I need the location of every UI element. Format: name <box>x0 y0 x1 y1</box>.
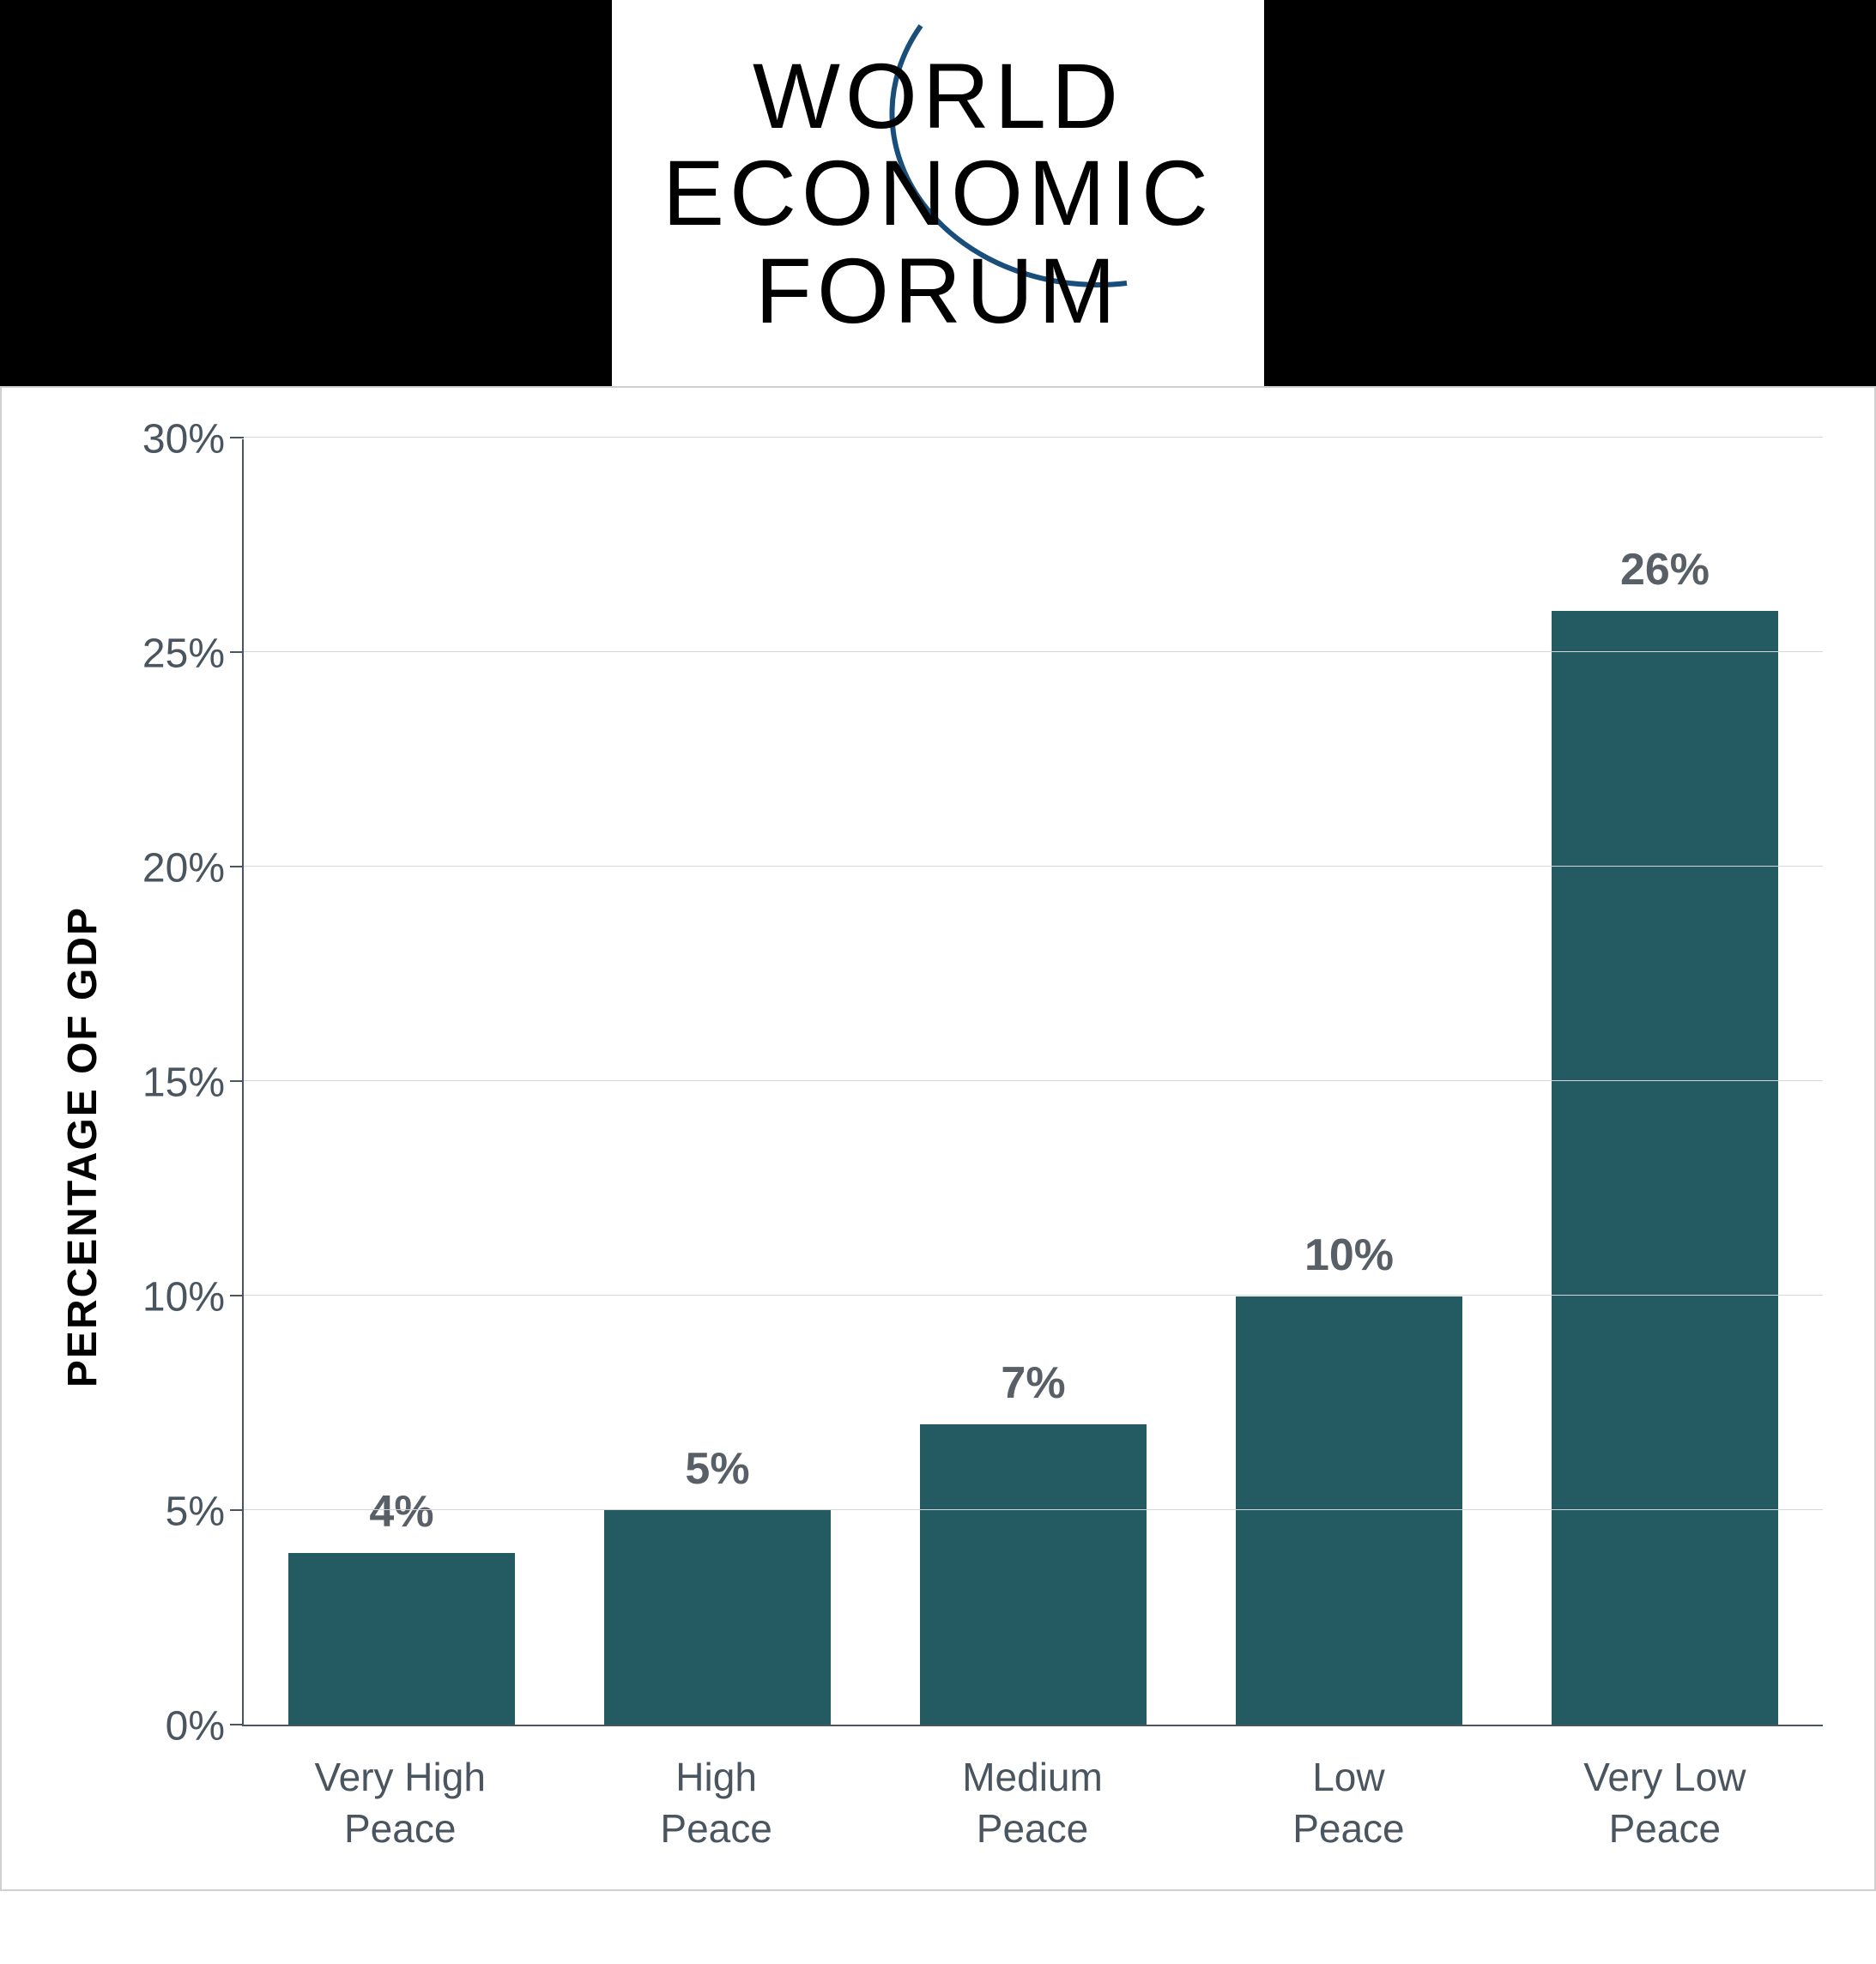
x-tick-label: LowPeace <box>1190 1752 1506 1855</box>
y-axis-label-column: PERCENTAGE OF GDP <box>53 439 113 1855</box>
y-tick-label: 10% <box>142 1274 225 1321</box>
x-tick-label: HighPeace <box>558 1752 874 1855</box>
y-axis-label: PERCENTAGE OF GDP <box>60 906 107 1387</box>
y-tick-label: 30% <box>142 416 225 463</box>
y-tick-label: 20% <box>142 845 225 892</box>
wef-logo: WORLD ECONOMIC FORUM <box>612 0 1264 386</box>
bar-slot: 26% <box>1507 439 1823 1725</box>
y-tick-label: 0% <box>166 1703 225 1750</box>
y-tick-mark <box>230 1724 244 1725</box>
plot-row: 0%5%10%15%20%25%30% 4%5%7%10%26% <box>113 439 1823 1726</box>
logo-line-1: WORLD <box>753 44 1123 148</box>
gridline <box>244 1295 1823 1296</box>
gridline <box>244 437 1823 438</box>
bar-slot: 4% <box>244 439 560 1725</box>
bar: 26% <box>1552 611 1779 1725</box>
header-banner: WORLD ECONOMIC FORUM <box>0 0 1876 386</box>
bar-slot: 10% <box>1191 439 1507 1725</box>
y-tick-mark <box>230 1509 244 1511</box>
logo-line-2: ECONOMIC <box>663 141 1213 245</box>
plot-area: 4% 5% 7% 10% 26% <box>242 439 1823 1726</box>
gridline <box>244 1080 1823 1081</box>
gridline <box>244 866 1823 867</box>
gridline <box>244 651 1823 652</box>
x-axis-row: Very HighPeaceHighPeaceMediumPeaceLowPea… <box>113 1726 1823 1855</box>
bar-slot: 7% <box>875 439 1191 1725</box>
y-tick-mark <box>230 651 244 653</box>
bars-container: 4% 5% 7% 10% 26% <box>244 439 1823 1725</box>
bar-value-label: 4% <box>369 1486 433 1538</box>
y-tick-mark <box>230 866 244 867</box>
x-tick-label: MediumPeace <box>874 1752 1190 1855</box>
y-axis-ticks: 0%5%10%15%20%25%30% <box>113 439 242 1726</box>
y-tick-mark <box>230 1295 244 1296</box>
bar-value-label: 26% <box>1620 544 1710 595</box>
chart-container: PERCENTAGE OF GDP 0% 5% 10% 15% 20% 25% 30% 4%… <box>0 386 1876 1891</box>
bar: 5% <box>604 1510 832 1725</box>
bar: 4% <box>288 1553 516 1725</box>
bar-value-label: 5% <box>685 1443 749 1495</box>
bar-value-label: 10% <box>1304 1230 1394 1281</box>
bar-value-label: 7% <box>1001 1357 1065 1409</box>
bar: 7% <box>920 1424 1147 1725</box>
gridline <box>244 1509 1823 1510</box>
y-tick-label: 25% <box>142 631 225 678</box>
y-tick-label: 15% <box>142 1060 225 1107</box>
chart-area: PERCENTAGE OF GDP 0%5%10%15%20%25%30% 4%… <box>53 439 1823 1855</box>
wef-logo-text: WORLD ECONOMIC FORUM <box>663 47 1213 339</box>
bar: 10% <box>1236 1296 1463 1725</box>
x-tick-label: Very LowPeace <box>1507 1752 1823 1855</box>
x-tick-label: Very HighPeace <box>242 1752 558 1855</box>
plot-column: 0%5%10%15%20%25%30% 4%5%7%10%26% Very Hi… <box>113 439 1823 1855</box>
logo-line-3: FORUM <box>755 239 1121 342</box>
y-tick-mark <box>230 437 244 438</box>
x-axis-ticks: Very HighPeaceHighPeaceMediumPeaceLowPea… <box>242 1726 1823 1855</box>
y-tick-label: 5% <box>166 1489 225 1536</box>
bar-slot: 5% <box>560 439 875 1725</box>
y-tick-mark <box>230 1080 244 1082</box>
